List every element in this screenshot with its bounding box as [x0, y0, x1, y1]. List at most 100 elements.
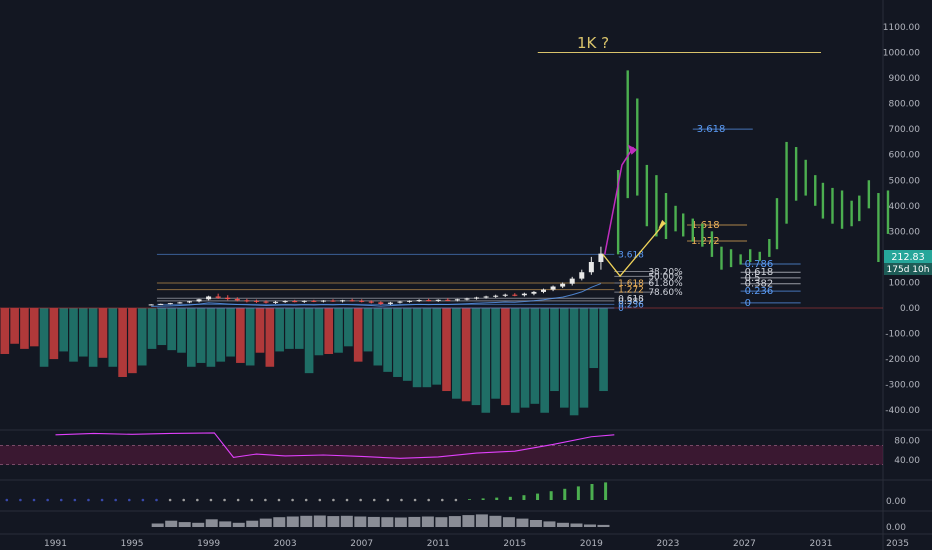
projection-bar [821, 182, 825, 219]
candle-body [541, 289, 547, 292]
projection-bar [655, 175, 658, 237]
histogram-bar [393, 308, 402, 377]
fib-level-label: 78.60% [648, 288, 683, 298]
candle-body [301, 300, 307, 302]
histogram-bar [452, 308, 461, 399]
oscillator-dot [291, 498, 294, 502]
histogram-bar [540, 308, 549, 413]
histogram-bar [471, 308, 481, 406]
volume-bar [408, 516, 421, 527]
volume-bar [340, 515, 353, 527]
candle-body [244, 300, 250, 302]
fib-level-label: 0 [618, 304, 624, 314]
histogram-bar [118, 308, 127, 377]
volume-bar [151, 523, 164, 527]
oscillator-dot [46, 498, 49, 502]
volume-bar [448, 516, 461, 527]
oscillator-dot [413, 498, 417, 502]
histogram-bar [79, 308, 88, 357]
histogram-bar [383, 308, 392, 372]
price-tick-label: -200.00 [885, 355, 920, 365]
oscillator-dot [372, 498, 376, 502]
oscillator-dot [264, 498, 267, 502]
fib-level-label: 0.786 [745, 259, 774, 270]
fib-level-label: 1.272 [618, 286, 644, 296]
fib-level-label: 50.00% [648, 272, 683, 282]
rsi-tick-label: 80.00 [894, 437, 920, 447]
oscillator-dot [141, 498, 145, 502]
histogram-bar [39, 308, 49, 367]
candle-body [464, 298, 470, 300]
oscillator-tick-label: 0.00 [886, 497, 906, 507]
volume-bar [232, 522, 245, 527]
candle-body [454, 299, 460, 301]
oscillator-panel: 0.00 [5, 482, 906, 507]
histogram-bar [255, 308, 265, 353]
candle-body [407, 300, 413, 302]
candle-body [349, 300, 355, 302]
volume-bar [462, 515, 475, 527]
candle-body [588, 262, 594, 273]
oscillator-dot [345, 498, 349, 502]
price-tick-label: 800.00 [889, 100, 921, 110]
projection-bar [748, 249, 752, 263]
candle-body [579, 272, 585, 279]
time-tick-label: 2023 [656, 539, 679, 549]
fib-levels: 3.6181.6181.2720.7860.6180.50.3820.23603… [151, 124, 801, 314]
histogram-bar [589, 308, 599, 369]
volume-bar [219, 521, 232, 527]
magenta-arrow-head [627, 144, 638, 155]
candle-body [521, 293, 527, 296]
candle-body [330, 300, 336, 302]
fib-level-label: 0.618 [745, 267, 774, 278]
time-tick-label: 2007 [350, 539, 373, 549]
volume-bar [300, 515, 313, 527]
histogram-bar [10, 308, 19, 344]
oscillator-dot [182, 498, 186, 502]
volume-bar [543, 521, 556, 527]
candle-body [569, 278, 575, 284]
time-axis[interactable]: 1991 1995 1999 2003 2007 2011 2015 2019 2023 2027… [44, 539, 909, 549]
volume-bar [327, 516, 340, 527]
candle-body [378, 302, 384, 304]
volume-bar [259, 518, 272, 527]
oscillator-dot [318, 498, 322, 502]
candle-body [167, 303, 173, 305]
projection-bar [739, 254, 742, 265]
countdown-label: 175d 10h [887, 265, 930, 275]
projection-bar [710, 231, 714, 257]
projection-bars [616, 70, 890, 270]
histogram-bar [69, 308, 78, 362]
price-tick-label: -300.00 [885, 381, 920, 391]
projection-bar [701, 223, 704, 247]
histogram-bar [442, 308, 451, 392]
oscillator-dot [223, 498, 226, 502]
candle-body [320, 300, 326, 302]
oscillator-dot [304, 498, 308, 502]
histogram-bar [196, 308, 206, 363]
oscillator-bar [468, 499, 472, 500]
projection-bar [682, 213, 685, 237]
histogram-bar [461, 308, 471, 402]
histogram-bar [20, 308, 29, 349]
candle-body [234, 299, 240, 301]
projection-bar [877, 193, 880, 263]
projection-bar [814, 175, 817, 206]
oscillator-dot [32, 498, 36, 502]
projection-bar [775, 198, 779, 250]
oscillator-dot [59, 498, 63, 502]
fib-level-label: 0.618 [618, 294, 644, 304]
magenta-arrow-path [604, 146, 635, 255]
projection-bar [804, 159, 807, 196]
projection-bar [850, 200, 853, 227]
time-tick-label: 2003 [274, 539, 297, 549]
oscillator-dot [400, 498, 403, 502]
histogram-bar [559, 308, 569, 408]
projection-bar [768, 239, 771, 257]
volume-panel: 0.00 [151, 514, 906, 533]
projection-bar [729, 249, 733, 268]
candle-body [474, 297, 480, 299]
volume-bar [570, 523, 583, 527]
projection-bar [758, 251, 761, 261]
